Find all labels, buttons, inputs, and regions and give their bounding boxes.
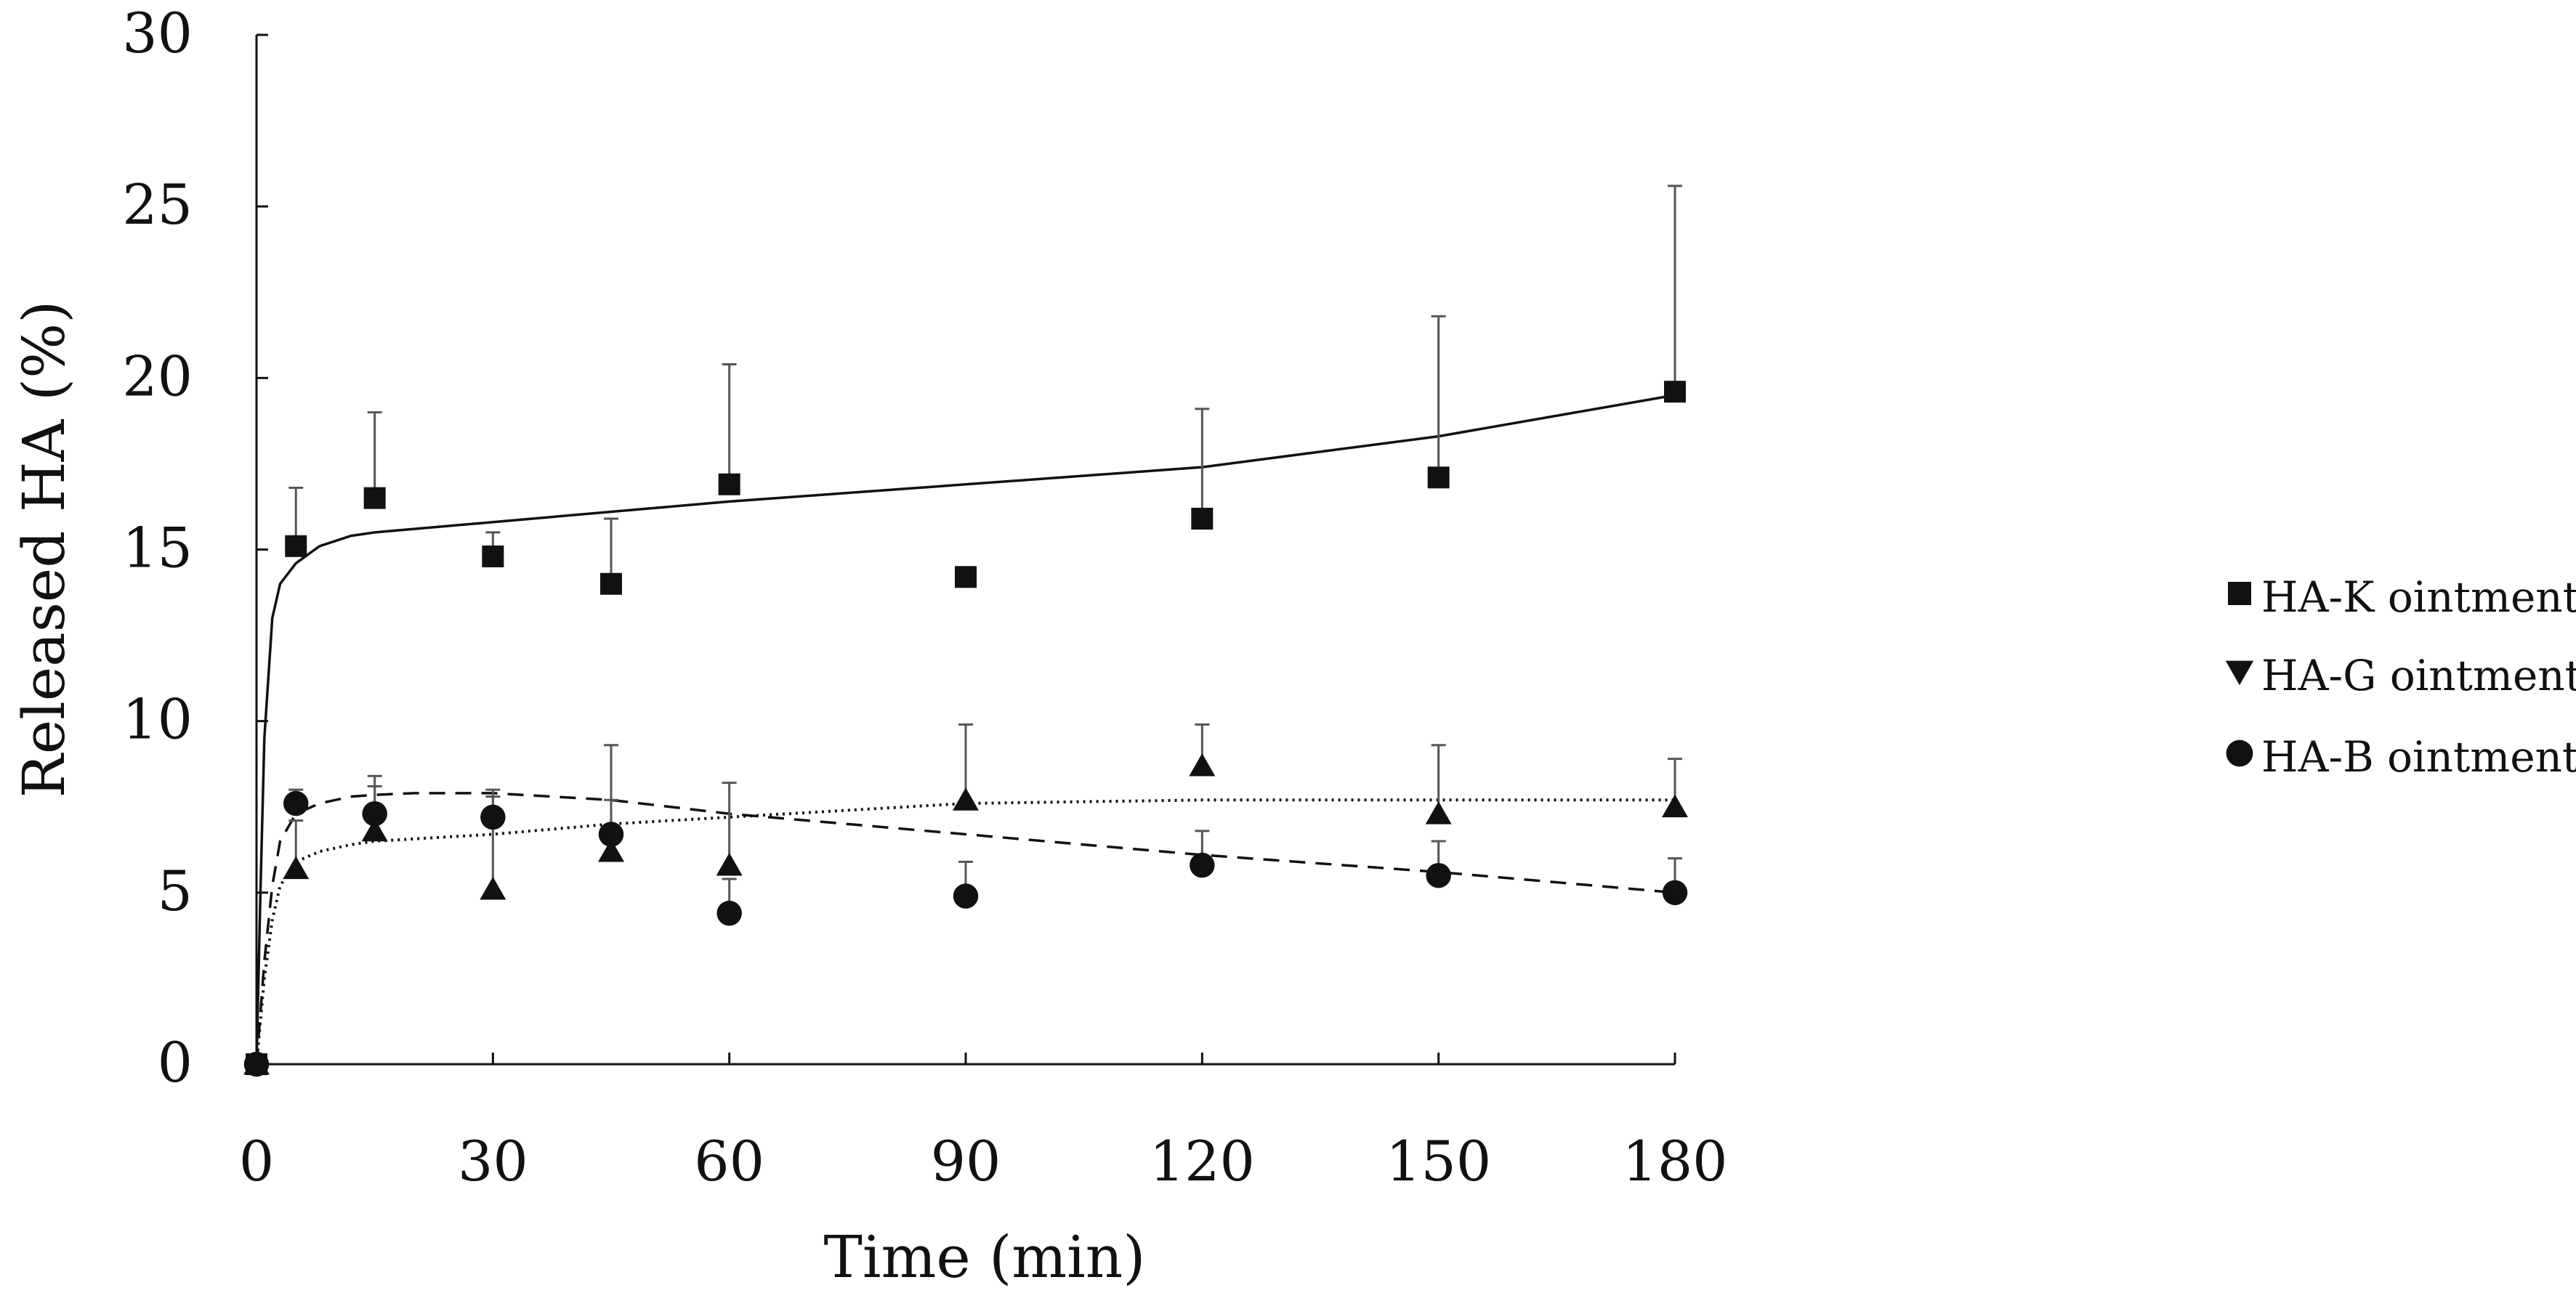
data-point-series-0 [718, 473, 740, 495]
fit-lines [255, 394, 1676, 1065]
x-tick-label: 180 [1622, 1129, 1727, 1194]
data-point-series-2 [1426, 862, 1451, 888]
data-point-series-0 [1191, 507, 1214, 530]
data-point-series-1 [1189, 753, 1216, 777]
y-tick-label: 15 [122, 516, 193, 580]
x-tick-label: 0 [239, 1129, 274, 1194]
legend-marker [2226, 739, 2253, 767]
data-point-series-0 [482, 545, 504, 567]
fit-line-series-0 [255, 394, 1676, 1065]
data-point-series-2 [480, 804, 506, 830]
x-tick-label: 90 [931, 1129, 1001, 1194]
data-point-series-2 [283, 790, 309, 816]
fit-line-series-1 [255, 798, 1675, 1065]
y-tick-label: 30 [122, 1, 193, 65]
x-tick-label: 120 [1150, 1129, 1255, 1194]
data-point-series-1 [1662, 794, 1688, 818]
y-axis-label: Released HA (%) [10, 301, 78, 798]
data-point-series-2 [243, 1051, 270, 1077]
data-point-series-2 [1662, 880, 1688, 906]
y-ticks: 0 5 10 15 20 25 30 [122, 1, 268, 1095]
data-point-series-2 [1190, 852, 1215, 878]
legend-label: HA-G ointment [2261, 651, 2576, 700]
data-point-series-1 [1425, 801, 1452, 824]
axes [255, 35, 1675, 1066]
legend-label: HA-K ointment [2261, 572, 2576, 622]
data-point-series-0 [955, 566, 977, 588]
data-point-series-1 [598, 839, 624, 862]
data-point-series-2 [598, 822, 624, 847]
data-point-series-0 [363, 487, 386, 509]
y-tick-label: 0 [158, 1030, 193, 1095]
data-point-series-1 [361, 818, 388, 842]
data-point-series-0 [285, 535, 307, 557]
error-bars [288, 185, 1682, 914]
legend-marker [2228, 582, 2251, 605]
legend: HA-K ointment HA-G ointment HA-B ointment [2225, 572, 2576, 782]
data-point-series-0 [1664, 381, 1686, 403]
fit-line-series-2 [255, 792, 1676, 1065]
x-ticks: 0 30 60 90 120 150 180 [239, 1053, 1728, 1194]
x-tick-label: 60 [694, 1129, 764, 1194]
markers [243, 381, 1688, 1077]
y-tick-label: 10 [122, 687, 193, 752]
y-tick-label: 5 [158, 859, 193, 923]
data-point-series-0 [1427, 466, 1450, 489]
x-tick-label: 30 [458, 1129, 528, 1194]
data-point-series-1 [953, 787, 979, 811]
data-point-series-1 [480, 877, 506, 900]
data-point-series-1 [716, 852, 743, 876]
data-point-series-2 [953, 883, 979, 909]
x-tick-label: 150 [1386, 1129, 1491, 1194]
y-tick-label: 20 [122, 344, 193, 408]
y-tick-label: 25 [122, 172, 193, 237]
data-point-series-0 [600, 572, 622, 595]
data-point-series-2 [716, 900, 742, 926]
data-point-series-1 [283, 856, 310, 880]
legend-label: HA-B ointment [2261, 732, 2576, 782]
legend-marker [2225, 660, 2254, 686]
data-point-series-2 [362, 801, 387, 827]
x-axis-label: Time (min) [824, 1223, 1146, 1291]
